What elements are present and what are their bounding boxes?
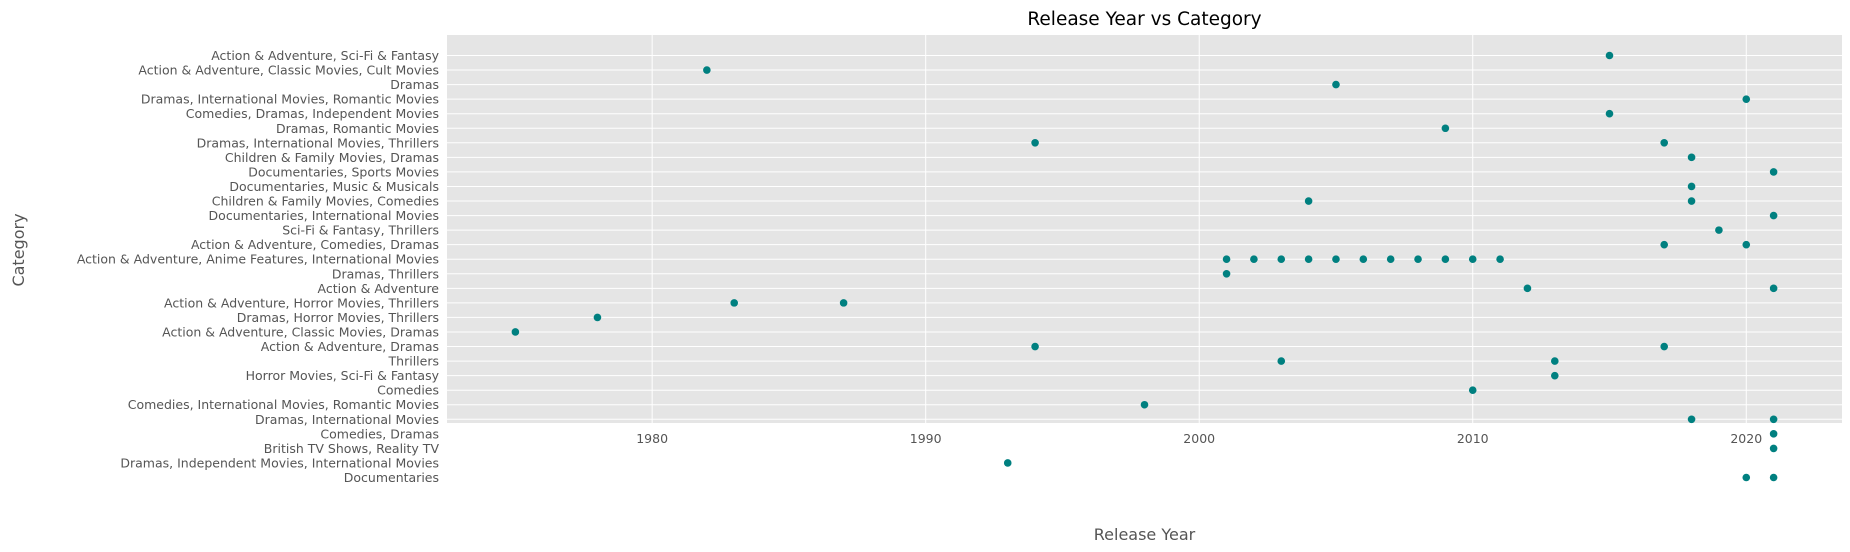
x-tick-labels: 1980 1990 2000 2010 2020	[636, 431, 1762, 446]
data-point	[1359, 255, 1368, 264]
y-tick-label: Action & Adventure, Anime Features, Inte…	[77, 252, 439, 267]
y-tick-label: British TV Shows, Reality TV	[264, 441, 440, 456]
y-tick-label: Documentaries	[344, 470, 439, 485]
plot-background	[447, 35, 1842, 423]
data-point	[1277, 357, 1286, 365]
data-point	[730, 299, 739, 307]
x-tick-label: 1990	[910, 431, 942, 446]
y-tick-label: Dramas, Independent Movies, Internationa…	[120, 455, 439, 470]
data-point	[1414, 255, 1422, 264]
data-point	[1687, 197, 1696, 205]
y-tick-label: Documentaries, Music & Musicals	[229, 179, 439, 194]
y-tick-label: Comedies	[377, 383, 439, 398]
data-point	[1742, 95, 1751, 103]
y-tick-label: Action & Adventure, Classic Movies, Cult…	[138, 63, 439, 78]
data-point	[1769, 284, 1778, 293]
x-axis-title: Release Year	[1094, 525, 1196, 544]
y-tick-label: Horror Movies, Sci-Fi & Fantasy	[246, 368, 440, 383]
y-tick-label: Comedies, Dramas, Independent Movies	[186, 106, 439, 121]
chart-title: Release Year vs Category	[1027, 9, 1261, 30]
y-tick-label: Dramas, Romantic Movies	[276, 121, 439, 136]
y-tick-label: Documentaries, Sports Movies	[248, 164, 439, 179]
data-points	[511, 51, 1778, 482]
y-tick-label: Children & Family Movies, Comedies	[212, 194, 439, 209]
data-point	[1605, 109, 1614, 118]
y-axis-title: Category	[9, 213, 28, 286]
y-tick-labels: Action & Adventure, Sci-Fi & FantasyActi…	[77, 48, 440, 485]
data-point	[1769, 444, 1778, 453]
data-point	[511, 328, 520, 336]
data-point	[1140, 400, 1149, 409]
data-point	[1769, 415, 1778, 424]
data-point	[1441, 255, 1450, 264]
data-point	[1332, 80, 1340, 89]
data-point	[1769, 430, 1778, 438]
y-tick-label: Action & Adventure, Comedies, Dramas	[191, 237, 439, 252]
data-point	[1496, 255, 1504, 264]
data-point	[703, 66, 711, 74]
data-point	[1715, 226, 1723, 234]
y-tick-label: Action & Adventure, Horror Movies, Thril…	[164, 295, 439, 310]
data-point	[1687, 153, 1696, 162]
data-point	[1277, 255, 1286, 264]
x-tick-label: 2000	[1183, 431, 1215, 446]
y-tick-label: Dramas, International Movies	[255, 412, 439, 427]
data-point	[1605, 51, 1614, 60]
data-point	[1031, 139, 1039, 147]
y-tick-label: Documentaries, International Movies	[209, 208, 439, 223]
data-point	[1769, 473, 1778, 482]
data-point	[1332, 255, 1340, 264]
data-point	[1687, 415, 1696, 424]
data-point	[1660, 342, 1669, 351]
y-tick-label: Action & Adventure	[318, 281, 440, 296]
data-point	[839, 299, 848, 307]
y-tick-label: Children & Family Movies, Dramas	[225, 150, 439, 165]
data-point	[1769, 211, 1778, 220]
data-point	[1222, 269, 1231, 278]
y-tick-label: Action & Adventure, Sci-Fi & Fantasy	[211, 48, 439, 63]
data-point	[1742, 473, 1751, 482]
data-point	[1003, 459, 1012, 467]
data-point	[1304, 197, 1313, 205]
data-point	[1769, 168, 1778, 176]
data-point	[1250, 255, 1258, 264]
y-tick-label: Action & Adventure, Dramas	[261, 339, 439, 354]
x-tick-label: 2020	[1730, 431, 1762, 446]
y-gridlines	[447, 55, 1842, 478]
data-point	[1550, 371, 1559, 380]
data-point	[1742, 240, 1751, 249]
data-point	[1523, 284, 1532, 293]
y-tick-label: Thrillers	[388, 354, 439, 369]
data-point	[1031, 342, 1039, 351]
data-point	[1441, 124, 1450, 133]
data-point	[1386, 255, 1395, 264]
data-point	[1304, 255, 1313, 264]
data-point	[1468, 255, 1477, 264]
data-point	[1550, 357, 1559, 365]
y-tick-label: Sci-Fi & Fantasy, Thrillers	[282, 223, 439, 238]
data-point	[593, 313, 602, 322]
data-point	[1660, 240, 1669, 249]
data-point	[1222, 255, 1231, 264]
y-tick-label: Action & Adventure, Classic Movies, Dram…	[162, 324, 439, 339]
y-tick-label: Comedies, International Movies, Romantic…	[128, 397, 439, 412]
y-tick-label: Dramas, Horror Movies, Thrillers	[237, 310, 439, 325]
x-tick-label: 1980	[636, 431, 668, 446]
y-tick-label: Dramas	[390, 77, 439, 92]
data-point	[1660, 139, 1669, 147]
y-tick-label: Dramas, International Movies, Thrillers	[197, 135, 439, 150]
y-tick-label: Dramas, Thrillers	[332, 266, 439, 281]
x-tick-label: 2010	[1457, 431, 1489, 446]
data-point	[1468, 386, 1477, 394]
y-tick-label: Dramas, International Movies, Romantic M…	[141, 92, 439, 107]
y-tick-label: Comedies, Dramas	[320, 426, 439, 441]
data-point	[1687, 182, 1696, 191]
